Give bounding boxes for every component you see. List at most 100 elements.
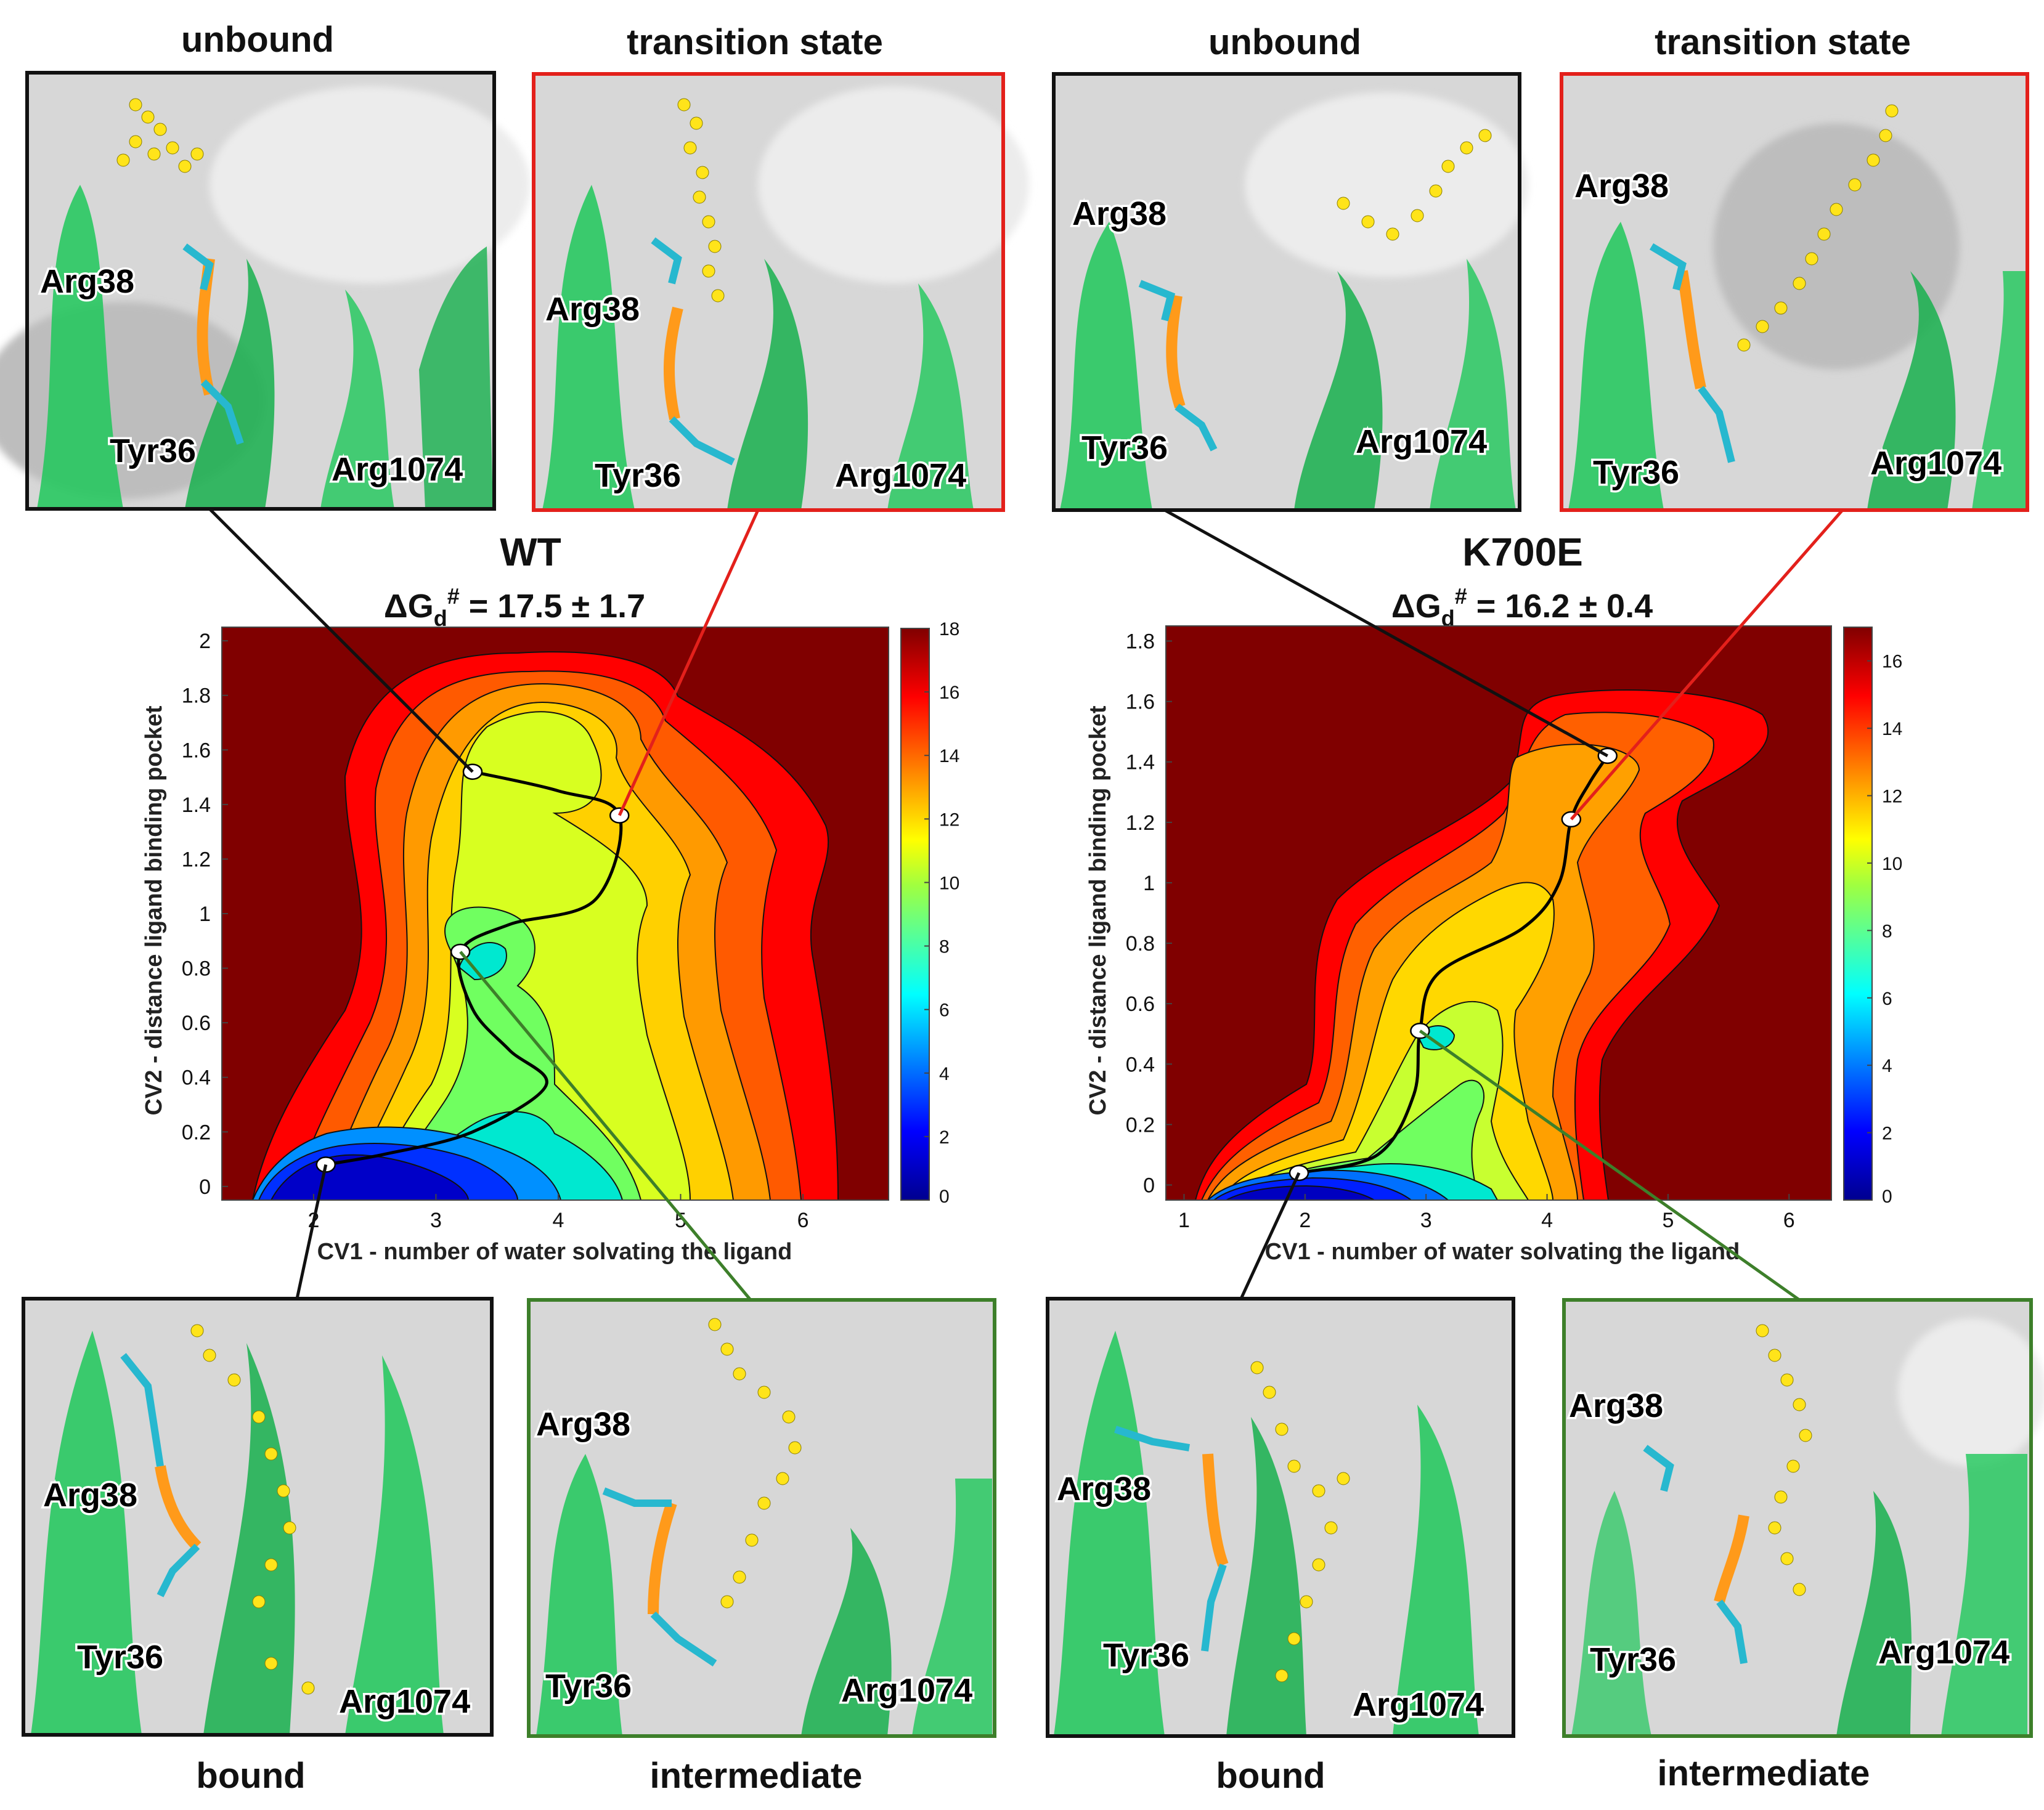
- wt-unbound-snapshot: Arg38 Tyr36 Arg1074: [0, 71, 530, 511]
- wt-colorbar-label: 14: [939, 746, 959, 766]
- connector-wt-unbound: [208, 508, 474, 773]
- k700e-transition-label: transition state: [1655, 22, 1911, 62]
- k700e-intermediate-arg38: Arg38: [1569, 1387, 1663, 1424]
- k700e-xtick-label: 1: [1178, 1209, 1190, 1232]
- wt-intermediate-label: intermediate: [650, 1756, 863, 1796]
- wt-colorbar-label: 18: [939, 619, 959, 639]
- wt-ytick-label: 0.2: [182, 1121, 211, 1144]
- k700e-intermediate-tyr36: Tyr36: [1590, 1641, 1676, 1678]
- k700e-colorbar-label: 12: [1882, 787, 1902, 807]
- k700e-intermediate-snapshot: Arg38 Tyr36 Arg1074: [1562, 1298, 2044, 1738]
- k700e-xtick-label: 6: [1783, 1209, 1795, 1232]
- wt-xtick-label: 4: [553, 1209, 564, 1232]
- k700e-colorbar-label: 2: [1882, 1124, 1892, 1144]
- k700e-colorbar-label: 4: [1882, 1056, 1892, 1076]
- k700e-ytick-label: 1.2: [1126, 811, 1155, 835]
- wt-colorbar-label: 8: [939, 937, 950, 957]
- wt-colorbar-label: 10: [939, 873, 959, 893]
- wt-ytick-label: 0: [199, 1175, 211, 1199]
- wt-unbound-arg38: Arg38: [40, 263, 134, 300]
- wt-transition-arg38: Arg38: [545, 291, 640, 328]
- wt-bound-label: bound: [196, 1756, 305, 1796]
- wt-title: WT: [500, 530, 561, 574]
- wt-colorbar-label: 12: [939, 810, 959, 830]
- k700e-unbound-arg38: Arg38: [1072, 195, 1167, 232]
- wt-unbound-label: unbound: [181, 20, 334, 60]
- wt-ytick-label: 0.6: [182, 1012, 211, 1035]
- k700e-colorbar-label: 14: [1882, 719, 1902, 739]
- wt-transition-snapshot: Arg38 Tyr36 Arg1074: [532, 72, 1029, 512]
- connector-wt-transition-state: [617, 509, 760, 816]
- k700e-ytick-label: 1: [1143, 872, 1155, 895]
- k700e-ylabel: CV2 - distance ligand binding pocket: [1085, 705, 1111, 1115]
- wt-ytick-label: 0.8: [182, 957, 211, 981]
- wt-ytick-label: 2: [199, 630, 211, 653]
- wt-ytick-label: 0.4: [182, 1066, 211, 1090]
- k700e-bound-arg1074: Arg1074: [1353, 1686, 1484, 1723]
- k700e-intermediate-arg1074: Arg1074: [1878, 1634, 2009, 1671]
- wt-ytick-label: 1.2: [182, 848, 211, 871]
- wt-unbound-tyr36: Tyr36: [110, 432, 196, 469]
- k700e-ytick-label: 0: [1143, 1174, 1155, 1197]
- k700e-ytick-label: 1.4: [1126, 751, 1155, 774]
- connector-k700e-unbound: [1163, 508, 1608, 758]
- k700e-unbound-snapshot: Arg38 Tyr36 Arg1074: [1052, 72, 1528, 512]
- k700e-energy: ΔGd# = 16.2 ± 0.4: [1391, 583, 1653, 631]
- k700e-colorbar-label: 16: [1882, 652, 1902, 672]
- wt-colorbar-label: 6: [939, 1000, 950, 1021]
- k700e-colorbar: [1843, 627, 1873, 1201]
- k700e-ytick-label: 0.6: [1126, 992, 1155, 1016]
- k700e-transition-tyr36: Tyr36: [1593, 454, 1679, 491]
- connector-wt-intermediate: [459, 951, 752, 1301]
- k700e-colorbar-label: 0: [1882, 1187, 1892, 1207]
- k700e-bound-snapshot: Arg38 Tyr36 Arg1074: [1046, 1297, 1515, 1738]
- k700e-transition-arg38: Arg38: [1574, 168, 1669, 205]
- wt-energy-sub: d: [434, 606, 447, 631]
- wt-bound-arg38: Arg38: [43, 1477, 137, 1514]
- k700e-bound-arg38: Arg38: [1057, 1471, 1151, 1508]
- wt-colorbar-label: 2: [939, 1127, 950, 1148]
- wt-intermediate-snapshot: Arg38 Tyr36 Arg1074: [527, 1298, 996, 1738]
- wt-transition-label: transition state: [627, 22, 883, 62]
- wt-ytick-label: 1.4: [182, 793, 211, 817]
- k700e-bound-label: bound: [1216, 1756, 1325, 1796]
- wt-colorbar-label: 4: [939, 1064, 950, 1084]
- wt-intermediate-arg38: Arg38: [536, 1406, 630, 1443]
- k700e-unbound-tyr36: Tyr36: [1081, 429, 1168, 466]
- k700e-unbound-arg1074: Arg1074: [1356, 423, 1487, 460]
- connector-k700e-transition-state: [1570, 509, 1844, 821]
- wt-colorbar-label: 0: [939, 1187, 950, 1207]
- k700e-ytick-label: 1.8: [1126, 630, 1155, 654]
- wt-ytick-label: 1.6: [182, 739, 211, 762]
- k700e-xtick-label: 4: [1541, 1209, 1553, 1232]
- wt-transition-tyr36: Tyr36: [595, 457, 681, 494]
- wt-energy-symbol: ΔG: [384, 588, 434, 625]
- wt-intermediate-tyr36: Tyr36: [545, 1668, 632, 1705]
- k700e-transition-arg1074: Arg1074: [1870, 445, 2001, 482]
- k700e-xlabel: CV1 - number of water solvating the liga…: [1265, 1239, 1740, 1265]
- wt-bound-tyr36: Tyr36: [77, 1639, 163, 1676]
- wt-energy-sup: #: [447, 583, 460, 609]
- wt-xtick-label: 3: [430, 1209, 442, 1232]
- wt-energy: ΔGd# = 17.5 ± 1.7: [384, 583, 645, 631]
- wt-xtick-label: 6: [797, 1209, 809, 1232]
- wt-colorbar: [900, 628, 930, 1201]
- connectors: [208, 508, 1844, 1302]
- k700e-xtick-label: 2: [1299, 1209, 1311, 1232]
- wt-ytick-label: 1: [199, 903, 211, 926]
- wt-xlabel: CV1 - number of water solvating the liga…: [317, 1239, 792, 1265]
- wt-bound-snapshot: Arg38 Tyr36 Arg1074: [22, 1297, 494, 1737]
- k700e-plot-frame: [1165, 625, 1832, 1201]
- k700e-bound-tyr36: Tyr36: [1103, 1637, 1189, 1674]
- k700e-colorbar-label: 10: [1882, 854, 1902, 874]
- k700e-unbound-label: unbound: [1208, 22, 1361, 62]
- k700e-energy-sup: #: [1455, 583, 1467, 609]
- k700e-colorbar-label: 6: [1882, 989, 1892, 1009]
- wt-transition-arg1074: Arg1074: [835, 457, 966, 494]
- connector-k700e-intermediate: [1419, 1029, 1801, 1302]
- wt-unbound-arg1074: Arg1074: [332, 451, 463, 488]
- k700e-intermediate-label: intermediate: [1658, 1753, 1870, 1793]
- connector-wt-bound: [295, 1164, 328, 1299]
- wt-contour-field: [251, 651, 839, 1200]
